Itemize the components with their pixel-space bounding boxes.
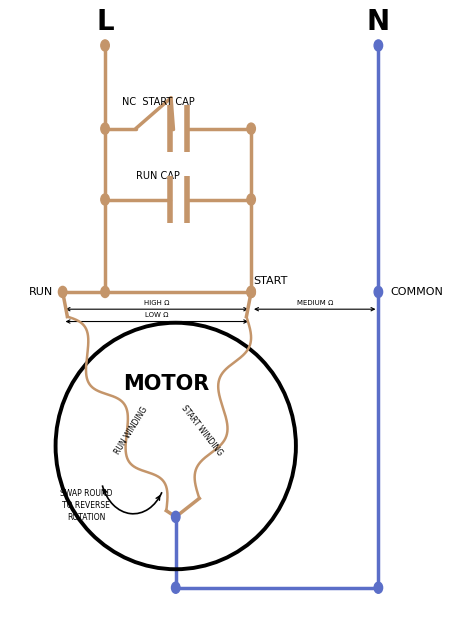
Text: MOTOR: MOTOR	[123, 374, 210, 394]
Circle shape	[374, 582, 383, 593]
Circle shape	[247, 194, 255, 205]
Text: START: START	[254, 276, 288, 286]
Circle shape	[172, 582, 180, 593]
Text: NC  START CAP: NC START CAP	[121, 97, 194, 107]
Text: COMMON: COMMON	[390, 287, 443, 297]
Circle shape	[101, 287, 109, 298]
Circle shape	[247, 287, 255, 298]
Circle shape	[247, 287, 255, 298]
Text: L: L	[96, 8, 114, 36]
Circle shape	[374, 40, 383, 51]
Text: N: N	[367, 8, 390, 36]
Circle shape	[101, 194, 109, 205]
Circle shape	[58, 287, 67, 298]
Circle shape	[374, 287, 383, 298]
Text: MEDIUM Ω: MEDIUM Ω	[297, 300, 333, 306]
Text: RUN CAP: RUN CAP	[136, 171, 180, 181]
Text: HIGH Ω: HIGH Ω	[144, 300, 170, 306]
Text: LOW Ω: LOW Ω	[145, 313, 169, 318]
Text: RUN WINDING: RUN WINDING	[113, 405, 149, 456]
Text: START WINDING: START WINDING	[179, 404, 224, 457]
Circle shape	[101, 40, 109, 51]
Circle shape	[247, 123, 255, 134]
Circle shape	[172, 511, 180, 523]
Text: SWAP ROUND
TO REVERSE
ROTATION: SWAP ROUND TO REVERSE ROTATION	[60, 489, 112, 521]
Text: RUN: RUN	[29, 287, 53, 297]
Circle shape	[101, 123, 109, 134]
